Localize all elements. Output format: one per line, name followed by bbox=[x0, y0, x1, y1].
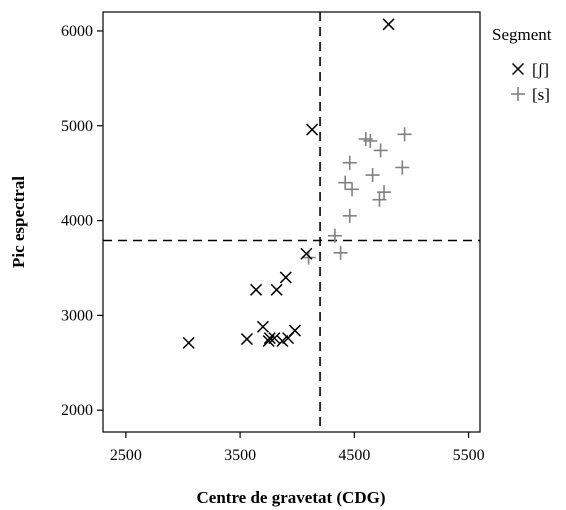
data-point-sh bbox=[270, 283, 283, 296]
y-tick-label: 4000 bbox=[61, 213, 93, 230]
data-point-s bbox=[363, 133, 378, 148]
x-tick-label: 5500 bbox=[453, 447, 485, 464]
legend-title: Segment bbox=[492, 25, 552, 44]
data-points bbox=[182, 18, 412, 349]
legend: Segment [ʃ] [s] bbox=[492, 25, 552, 104]
data-point-s bbox=[338, 175, 353, 190]
data-point-s bbox=[365, 168, 380, 183]
data-point-s bbox=[397, 127, 412, 142]
y-tick-label: 3000 bbox=[61, 307, 93, 324]
data-point-s bbox=[301, 250, 316, 265]
data-point-s bbox=[342, 155, 357, 170]
data-point-s bbox=[345, 182, 360, 197]
legend-marker bbox=[511, 62, 525, 76]
data-point-sh bbox=[279, 271, 292, 284]
data-point-sh bbox=[263, 332, 276, 345]
legend-marker bbox=[511, 87, 525, 101]
data-point-s bbox=[395, 160, 410, 175]
data-point-sh bbox=[262, 334, 275, 348]
data-point-s bbox=[333, 245, 348, 260]
data-point-sh bbox=[288, 324, 301, 337]
legend-label: [s] bbox=[532, 85, 550, 104]
x-axis-title: Centre de gravetat (CDG) bbox=[197, 488, 386, 507]
data-point-sh bbox=[300, 247, 313, 260]
data-point-sh bbox=[268, 332, 281, 345]
legend-items: [ʃ] [s] bbox=[511, 60, 550, 104]
data-point-s bbox=[373, 143, 388, 158]
data-point-sh bbox=[240, 333, 253, 346]
x-tick-label: 2500 bbox=[110, 447, 142, 464]
y-tick-label: 2000 bbox=[61, 402, 93, 419]
data-point-sh bbox=[306, 123, 319, 136]
data-point-s bbox=[327, 228, 342, 243]
data-point-sh bbox=[276, 334, 289, 348]
data-point-sh bbox=[382, 18, 395, 31]
plot-frame bbox=[102, 11, 481, 433]
y-axis-title: Pic espectral bbox=[9, 176, 28, 268]
x-tick-label: 3500 bbox=[224, 447, 256, 464]
data-point-sh bbox=[256, 320, 269, 333]
x-axis: 2500 3500 4500 5500 bbox=[110, 432, 485, 464]
data-point-sh bbox=[182, 336, 195, 349]
y-axis: 2000 3000 4000 5000 6000 bbox=[61, 23, 103, 419]
data-point-s bbox=[372, 192, 387, 207]
data-point-s bbox=[377, 185, 392, 200]
y-tick-label: 6000 bbox=[61, 23, 93, 40]
y-tick-label: 5000 bbox=[61, 118, 93, 135]
x-tick-label: 4500 bbox=[338, 447, 370, 464]
data-point-sh bbox=[250, 283, 263, 296]
data-point-s bbox=[342, 208, 357, 223]
reference-lines bbox=[103, 12, 480, 432]
legend-label: [ʃ] bbox=[532, 60, 549, 79]
